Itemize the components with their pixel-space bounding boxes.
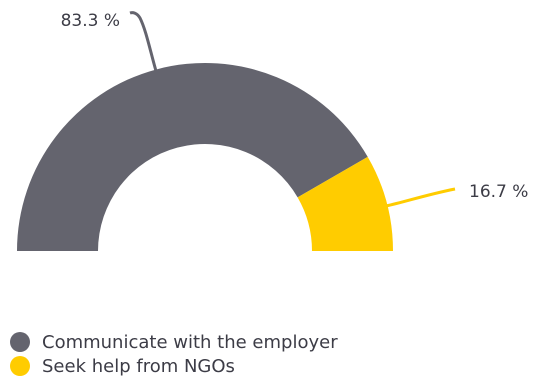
slice-0 xyxy=(17,63,368,251)
legend-item-communicate: Communicate with the employer xyxy=(10,330,338,354)
data-label-1: 16.7 % xyxy=(469,182,528,202)
leader-line-1 xyxy=(385,187,456,208)
legend-label-communicate: Communicate with the employer xyxy=(42,331,338,353)
legend: Communicate with the employer Seek help … xyxy=(10,330,338,378)
leader-line-0 xyxy=(129,11,158,72)
legend-swatch-ngos xyxy=(10,356,30,376)
slice-1 xyxy=(297,156,393,251)
legend-item-ngos: Seek help from NGOs xyxy=(10,354,338,378)
legend-swatch-communicate xyxy=(10,332,30,352)
data-label-0: 83.3 % xyxy=(61,11,120,31)
half-donut-chart: 83.3 % 16.7 % xyxy=(17,11,528,251)
legend-label-ngos: Seek help from NGOs xyxy=(42,355,235,377)
